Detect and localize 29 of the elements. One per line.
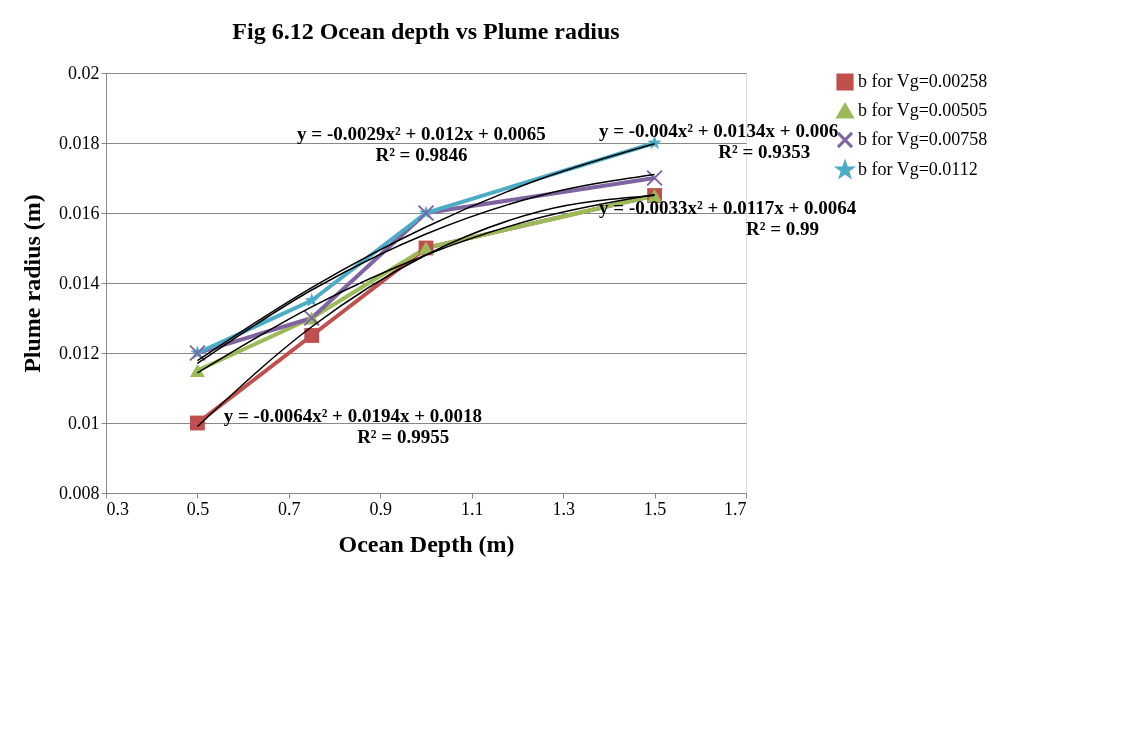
x-tick-label: 0.3: [106, 498, 129, 519]
y-tick-label: 0.01: [68, 412, 100, 433]
annotation: R² = 0.99: [746, 217, 820, 239]
y-tick-label: 0.016: [59, 202, 100, 223]
chart-title: Fig 6.12 Ocean depth vs Plume radius: [232, 18, 620, 44]
legend-label: b for Vg=0.00758: [858, 129, 988, 149]
legend-label: b for Vg=0.00505: [858, 100, 988, 120]
x-tick-label: 1.1: [460, 498, 484, 519]
y-tick-label: 0.008: [59, 482, 100, 503]
annotation: R² = 0.9955: [357, 426, 450, 447]
y-tick-label: 0.018: [59, 132, 100, 153]
annotation: y = -0.0029x² + 0.012x + 0.0065: [297, 123, 546, 145]
x-tick-label: 1.3: [552, 498, 575, 519]
legend-label: b for Vg=0.0112: [858, 159, 978, 179]
annotation: R² = 0.9353: [718, 140, 811, 162]
y-tick-label: 0.014: [59, 272, 100, 293]
annotation: R² = 0.9846: [375, 144, 468, 166]
y-axis-title: Plume radius (m): [19, 194, 45, 373]
x-tick-label: 0.5: [186, 498, 210, 519]
x-tick-label: 0.9: [369, 498, 393, 519]
legend-label: b for Vg=0.00258: [858, 71, 988, 91]
y-tick-label: 0.02: [68, 62, 100, 83]
x-tick-label: 1.5: [643, 498, 667, 519]
annotation: y = -0.004x² + 0.0134x + 0.006: [598, 119, 839, 141]
x-tick-label: 0.7: [278, 498, 301, 519]
y-tick-label: 0.012: [59, 342, 100, 363]
x-axis-title: Ocean Depth (m): [338, 530, 515, 557]
annotation: y = -0.0064x² + 0.0194x + 0.0018: [223, 405, 482, 426]
x-tick-label: 1.7: [724, 498, 747, 519]
